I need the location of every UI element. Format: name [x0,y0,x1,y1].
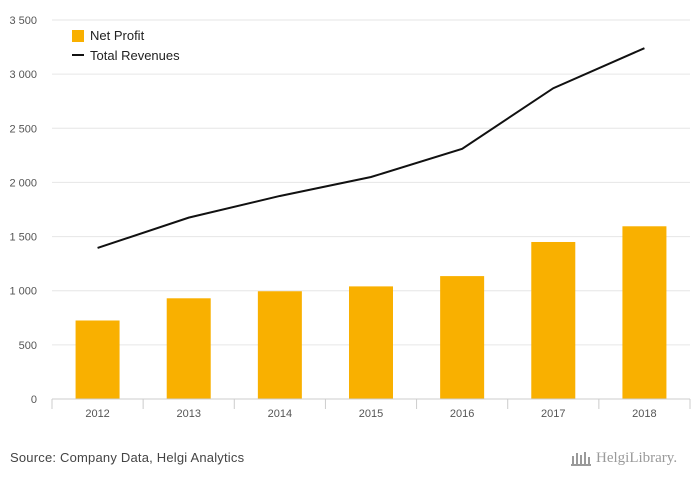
y-tick-label: 0 [31,394,37,406]
y-tick-label: 2 000 [9,177,37,189]
y-tick-label: 500 [19,340,37,352]
library-building-icon [571,452,591,466]
x-axis-ticks: 2012 2013 2014 2015 2016 2017 2018 [51,399,691,420]
bar-series [75,226,667,399]
source-note: Source: Company Data, Helgi Analytics [10,450,245,465]
y-tick-label: 1 000 [9,286,37,298]
y-tick-label: 3 000 [9,69,37,81]
logo-text: HelgiLibrary. [596,449,678,466]
bar-net-profit [166,298,211,399]
helgi-library-logo[interactable]: HelgiLibrary. [570,449,677,467]
legend-swatch-net-profit [72,30,84,42]
y-tick-label: 2 500 [9,123,37,135]
bar-net-profit [257,291,302,399]
legend: Net Profit Total Revenues [72,28,180,63]
legend-label-net-profit: Net Profit [90,28,145,43]
x-tick-label: 2018 [632,408,656,420]
x-tick-label: 2016 [450,408,474,420]
legend-label-total-revenues: Total Revenues [90,48,180,63]
y-axis-ticks: 0 500 1 000 1 500 2 000 2 500 3 000 3 500 [9,15,37,406]
x-tick-label: 2013 [176,408,200,420]
y-tick-label: 3 500 [9,15,37,27]
bar-net-profit [531,241,576,399]
bar-net-profit [440,276,485,399]
gridlines [52,19,690,346]
x-tick-label: 2014 [268,408,292,420]
y-tick-label: 1 500 [9,232,37,244]
bar-net-profit [349,286,393,399]
x-tick-label: 2017 [541,408,565,420]
bar-net-profit [622,226,667,399]
x-tick-label: 2015 [359,408,383,420]
x-tick-label: 2012 [85,408,109,420]
total-revenues-line [97,47,645,249]
bar-net-profit [75,320,120,399]
